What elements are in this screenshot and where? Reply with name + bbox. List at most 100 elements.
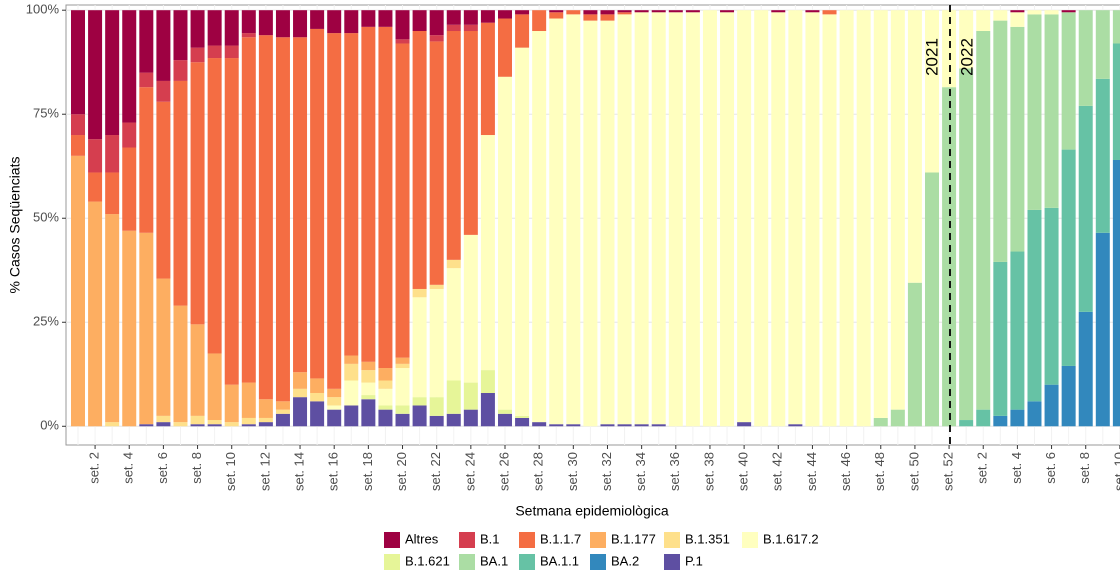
bar-segment [1112, 159, 1120, 427]
x-tick-label: set. 4 [121, 452, 136, 484]
bar-segment [515, 14, 530, 48]
bar-segment [600, 14, 615, 21]
bar-segment [293, 10, 308, 38]
bar-segment [88, 139, 103, 173]
x-tick-label: set. 14 [291, 452, 306, 491]
bar-segment [412, 405, 427, 427]
legend-label: BA.1.1 [540, 553, 579, 568]
bar-segment [241, 424, 256, 427]
bar-segment [463, 409, 478, 427]
bar-segment [685, 10, 700, 13]
bar-segment [976, 10, 991, 32]
bar-segment [463, 10, 478, 25]
bar-segment [907, 282, 922, 427]
bar-segment [583, 20, 598, 427]
bar-segment [71, 114, 85, 136]
bar-segment [310, 28, 325, 379]
bar-segment [190, 47, 205, 63]
bar-segment [224, 58, 239, 385]
x-tick-label: set. 42 [770, 452, 785, 491]
bar-segment [241, 10, 256, 34]
bar-segment [293, 372, 308, 389]
y-tick-label: 75% [33, 106, 59, 121]
bar-segment [105, 422, 120, 427]
bar-segment [498, 413, 512, 427]
bar-segment [378, 380, 393, 389]
bar-segment [634, 12, 649, 425]
bar-segment [395, 405, 410, 414]
y-tick-label: 50% [33, 210, 59, 225]
bar-segment [122, 10, 137, 123]
bar-segment [515, 415, 530, 418]
bar-segment [549, 12, 564, 19]
bar-segment [105, 172, 120, 215]
bar-segment [549, 18, 564, 425]
bar-segment [207, 10, 222, 46]
bar-segment [617, 424, 632, 427]
legend-label: B.1.177 [611, 531, 656, 546]
bar-segment [173, 10, 188, 61]
x-tick-label: set. 38 [701, 452, 716, 491]
bar-segment [959, 420, 974, 427]
bar-segment [173, 60, 188, 81]
bar-segment [873, 417, 888, 427]
bar-segment [737, 422, 752, 427]
bar-segment [275, 409, 290, 414]
bar-segment [1010, 12, 1025, 27]
bar-segment [1095, 10, 1110, 79]
bar-segment [190, 62, 205, 325]
bar-segment [122, 230, 137, 427]
bar-segment [71, 155, 85, 427]
bar-segment [1078, 311, 1093, 427]
bar-segment [258, 422, 273, 427]
bar-segment [241, 417, 256, 425]
x-tick-label: set. 18 [360, 452, 375, 491]
legend-swatch [384, 532, 400, 548]
legend-label: Altres [405, 531, 439, 546]
bar-segment [429, 415, 444, 427]
bar-segment [156, 80, 171, 102]
bar-segment [617, 14, 632, 425]
bar-segment [737, 10, 752, 423]
bar-segment [566, 424, 581, 427]
x-tick-label: set. 28 [531, 452, 546, 491]
bar-segment [105, 10, 120, 136]
bar-segment [1010, 10, 1025, 13]
bar-segment [1112, 43, 1120, 160]
x-tick-label: set. 48 [872, 452, 887, 491]
bar-segment [566, 10, 581, 15]
bar-segment [463, 382, 478, 410]
bar-segment [720, 12, 735, 427]
bar-segment [190, 10, 205, 48]
bar-segment [207, 58, 222, 354]
bar-segment [480, 392, 495, 427]
bar-segment [71, 10, 85, 115]
x-tick-label: set. 50 [906, 452, 921, 491]
legend-label: BA.1 [480, 553, 508, 568]
bar-segment [498, 10, 512, 19]
bar-segment [310, 392, 325, 402]
bar-segment [412, 10, 427, 32]
bar-segment [1061, 12, 1076, 150]
bar-segment [1010, 251, 1025, 410]
bar-segment [993, 261, 1008, 416]
bar-segment [788, 424, 803, 427]
bar-segment [566, 14, 581, 425]
legend-swatch [384, 554, 400, 570]
x-tick-label: set. 40 [736, 452, 751, 491]
bar-segment [412, 31, 427, 289]
bar-segment [156, 101, 171, 279]
bar-segment [617, 10, 632, 13]
bar-segment [156, 10, 171, 81]
bar-segment [771, 12, 786, 427]
bar-segment [327, 397, 342, 406]
bar-segment [480, 135, 495, 371]
bar-segment [293, 397, 308, 427]
bar-segment [361, 361, 376, 371]
bar-segment [805, 12, 820, 427]
x-tick-label: set. 22 [428, 452, 443, 491]
bar-segment [139, 10, 154, 73]
bar-segment [327, 409, 342, 427]
bar-segment [788, 10, 803, 425]
bar-segment [446, 380, 461, 414]
